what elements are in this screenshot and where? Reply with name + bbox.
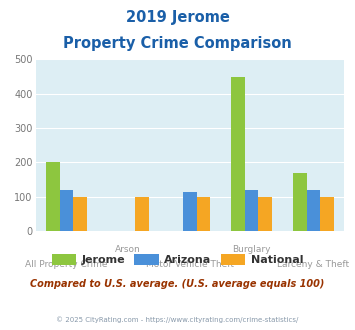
- Legend: Jerome, Arizona, National: Jerome, Arizona, National: [48, 250, 307, 270]
- Bar: [307, 190, 320, 231]
- Text: Arson: Arson: [115, 245, 141, 254]
- Bar: [320, 197, 334, 231]
- Bar: [245, 190, 258, 231]
- Text: Larceny & Theft: Larceny & Theft: [277, 260, 350, 269]
- Text: 2019 Jerome: 2019 Jerome: [126, 10, 229, 25]
- Bar: [135, 197, 148, 231]
- Text: Burglary: Burglary: [233, 245, 271, 254]
- Text: Property Crime Comparison: Property Crime Comparison: [63, 36, 292, 51]
- Bar: [73, 197, 87, 231]
- Bar: [183, 191, 197, 231]
- Text: Motor Vehicle Theft: Motor Vehicle Theft: [146, 260, 234, 269]
- Bar: [60, 190, 73, 231]
- Bar: [197, 197, 210, 231]
- Bar: [231, 77, 245, 231]
- Text: Compared to U.S. average. (U.S. average equals 100): Compared to U.S. average. (U.S. average …: [30, 279, 325, 289]
- Text: All Property Crime: All Property Crime: [25, 260, 108, 269]
- Text: © 2025 CityRating.com - https://www.cityrating.com/crime-statistics/: © 2025 CityRating.com - https://www.city…: [56, 317, 299, 323]
- Bar: [46, 162, 60, 231]
- Bar: [293, 173, 307, 231]
- Bar: [258, 197, 272, 231]
